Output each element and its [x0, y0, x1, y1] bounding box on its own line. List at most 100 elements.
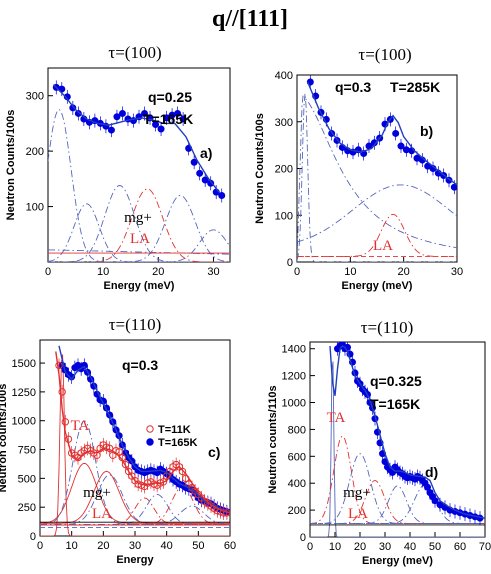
x-tick-label: 0 — [37, 540, 43, 552]
annotation-text: q=0.25 — [148, 89, 192, 105]
panel-tau: τ=(110) — [109, 315, 162, 334]
y-tick-label: 0 — [287, 257, 293, 269]
plot-area — [40, 345, 230, 536]
panel-label: b) — [420, 123, 433, 139]
data-point — [69, 104, 77, 112]
plot-area — [297, 75, 457, 262]
x-axis-label: Energy — [116, 554, 154, 566]
component-curve — [40, 354, 230, 536]
data-point — [179, 115, 187, 123]
fit-line — [53, 84, 220, 193]
component-curve — [40, 474, 230, 525]
data-point — [392, 129, 400, 137]
x-tick-label: 20 — [354, 541, 366, 553]
y-tick-label: 400 — [288, 478, 306, 490]
y-axis-label: Neutron counts/100s — [0, 384, 9, 493]
y-tick-label: 0 — [30, 531, 36, 543]
panel-label: a) — [200, 145, 212, 161]
peak-label: TA — [71, 418, 90, 434]
panel-label: d) — [425, 464, 438, 480]
component-curve — [310, 485, 485, 525]
data-point — [201, 176, 209, 184]
peak-label: LA — [92, 506, 112, 522]
peak-label: LA — [373, 238, 393, 254]
data-point — [61, 418, 70, 426]
y-tick-label: 400 — [275, 70, 293, 82]
annotation-text: q=0.3 — [122, 357, 158, 373]
y-tick-label: 750 — [18, 445, 36, 457]
x-tick-label: 30 — [379, 541, 391, 553]
y-axis-label: Neutron counts/110s — [267, 385, 279, 493]
data-point — [55, 361, 63, 370]
x-axis-label: Energy (meV) — [342, 280, 413, 292]
chart-panel-c: 0 10 20 30 40 50 60 0 250 500 750 1000 1250 1500 Energ… — [0, 315, 236, 566]
x-tick-label: 0 — [294, 266, 300, 278]
data-point — [218, 191, 226, 199]
data-point — [190, 158, 198, 166]
data-point — [141, 109, 149, 117]
y-tick-label: 250 — [18, 502, 36, 514]
y-tick-label: 200 — [26, 146, 44, 158]
peak-label: TA — [327, 410, 346, 426]
component-curve — [297, 95, 457, 262]
x-tick-label: 0 — [307, 541, 313, 553]
y-tick-label: 1200 — [282, 371, 306, 383]
x-tick-label: 20 — [97, 540, 109, 552]
chart-panel-a: 0 10 20 30 100 200 300 Energy (meV) Neutron Coun… — [5, 43, 231, 292]
x-tick-label: 10 — [329, 541, 341, 553]
x-tick-label: 60 — [454, 541, 466, 553]
component-curve — [310, 484, 485, 525]
data-point — [450, 183, 457, 191]
data-point — [397, 142, 405, 150]
data-point — [223, 509, 230, 517]
y-tick-label: 0 — [300, 532, 306, 544]
x-tick-label: 70 — [479, 541, 491, 553]
y-tick-label: 600 — [288, 451, 306, 463]
page-title: q//[111] — [212, 6, 288, 32]
component-curve — [48, 185, 230, 262]
component-curve — [310, 453, 485, 525]
chart-panel-d: 0 10 20 30 40 50 60 70 0 200 400 600 800 1000 1200 1400… — [267, 318, 491, 567]
data-point — [118, 109, 126, 117]
fit-line — [307, 81, 457, 186]
fit-line — [55, 351, 230, 514]
legend-marker-open — [146, 425, 154, 433]
x-tick-label: 10 — [97, 266, 109, 278]
data-point — [157, 125, 165, 133]
legend-marker-filled — [146, 438, 154, 446]
data-point — [74, 109, 82, 117]
y-tick-label: 300 — [26, 91, 44, 103]
component-curve — [48, 203, 230, 262]
panel-label: c) — [208, 444, 220, 460]
fit-line — [58, 345, 230, 514]
data-point — [58, 388, 66, 396]
legend-label: T=11K — [158, 424, 191, 436]
x-tick-label: 10 — [344, 266, 356, 278]
component-curve — [297, 184, 457, 243]
x-tick-label: 50 — [192, 540, 204, 552]
data-point — [445, 176, 453, 184]
plot-frame — [309, 341, 486, 538]
x-tick-label: 0 — [45, 266, 51, 278]
annotation-text: T=285K — [390, 79, 440, 95]
x-tick-label: 30 — [207, 266, 219, 278]
data-point — [107, 126, 115, 134]
y-tick-label: 1000 — [282, 398, 306, 410]
annotation-text: T=165K — [143, 111, 193, 127]
x-tick-label: 30 — [129, 540, 141, 552]
data-point — [196, 169, 204, 177]
fit-line — [329, 345, 485, 519]
component-curve — [310, 480, 485, 525]
y-tick-label: 100 — [275, 210, 293, 222]
x-axis-label: Energy (meV) — [104, 280, 175, 292]
component-curve — [297, 213, 457, 257]
y-tick-label: 100 — [26, 202, 44, 214]
y-axis-label: Neutron Counts/100s — [254, 113, 266, 224]
plot-area — [48, 80, 230, 262]
panel-tau: τ=(100) — [358, 45, 411, 64]
y-tick-label: 1000 — [12, 416, 36, 428]
y-tick-label: 200 — [288, 505, 306, 517]
y-tick-label: 500 — [18, 473, 36, 485]
legend-label: T=165K — [158, 437, 197, 449]
x-tick-label: 20 — [152, 266, 164, 278]
